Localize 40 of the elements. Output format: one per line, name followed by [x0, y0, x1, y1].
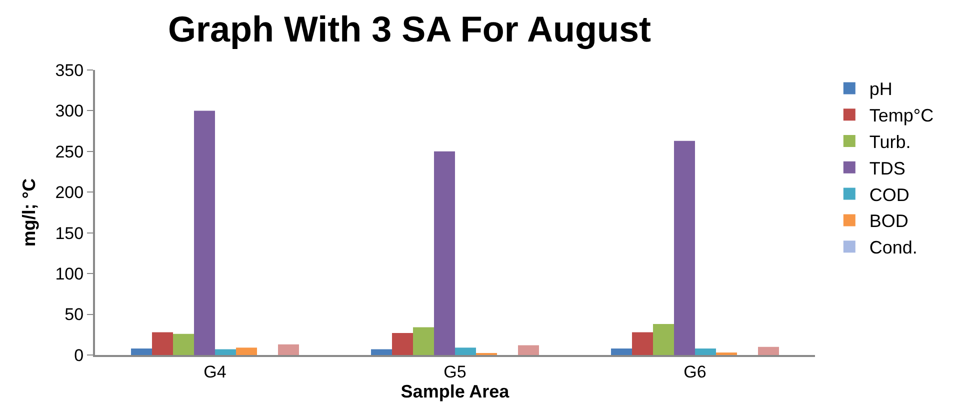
legend-label: COD — [869, 184, 910, 205]
bar — [611, 348, 632, 355]
x-tick-label: G4 — [204, 362, 226, 382]
bar — [215, 349, 236, 355]
y-tick-label: 100 — [55, 264, 84, 284]
bar — [131, 348, 152, 355]
legend-label: Turb. — [869, 132, 911, 152]
x-tick-label: G6 — [684, 362, 706, 382]
x-axis-title: Sample Area — [400, 381, 510, 402]
bar — [194, 110, 215, 355]
y-tick-label: 150 — [55, 224, 84, 243]
bar — [413, 327, 434, 355]
x-tick-label: G5 — [444, 362, 466, 382]
bar — [236, 348, 257, 355]
bar — [653, 324, 674, 355]
bar — [518, 345, 539, 355]
bar — [455, 348, 476, 355]
chart-title: Graph With 3 SA For August — [168, 8, 652, 50]
y-tick-label: 200 — [55, 183, 84, 202]
bar — [758, 346, 779, 355]
bar — [371, 349, 392, 355]
bar — [392, 333, 413, 355]
bar — [152, 332, 173, 355]
legend-label: TDS — [869, 158, 906, 178]
bar — [173, 334, 194, 355]
bar — [434, 151, 455, 355]
y-tick-label: 300 — [55, 102, 84, 121]
bar — [695, 348, 716, 355]
legend-label: pH — [869, 79, 892, 100]
y-axis-title: mg/l; °C — [18, 178, 39, 247]
y-tick-label: 50 — [64, 305, 84, 324]
bar — [674, 140, 695, 355]
legend-label: Cond. — [869, 238, 918, 258]
legend-label: Temp°C — [869, 106, 934, 126]
y-tick-label: 0 — [74, 346, 84, 365]
y-tick-label: 250 — [55, 142, 84, 162]
bar — [632, 332, 653, 355]
legend-label: BOD — [869, 211, 908, 232]
y-tick-label: 350 — [55, 60, 84, 80]
bar — [278, 344, 299, 355]
